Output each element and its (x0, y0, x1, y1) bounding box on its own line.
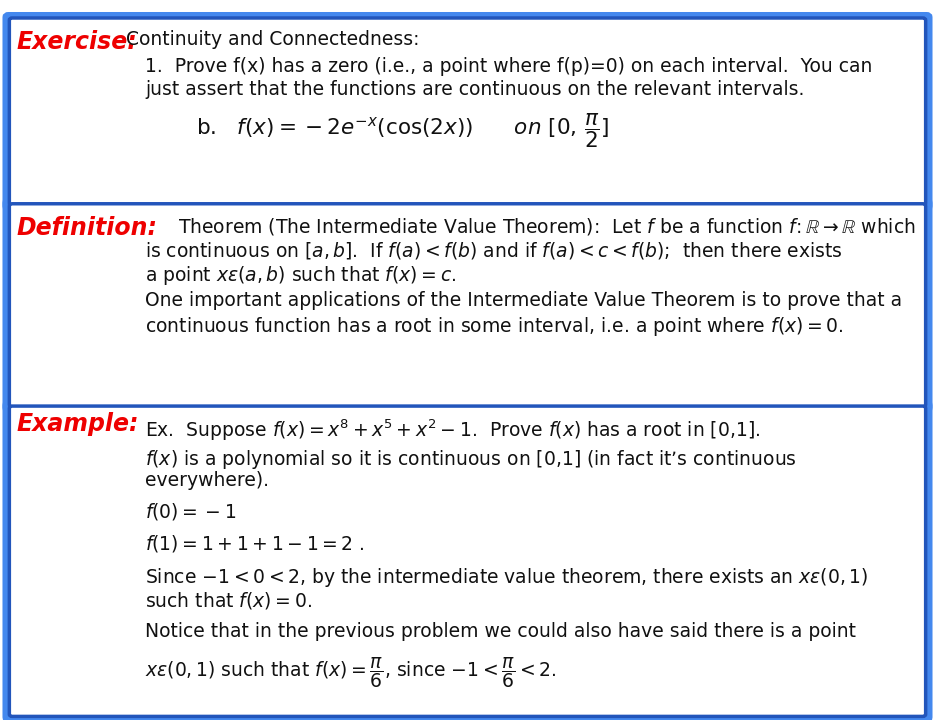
FancyBboxPatch shape (6, 201, 929, 410)
Text: Example:: Example: (17, 412, 139, 436)
Text: $f(1) = 1 + 1 + 1 - 1 = 2$ .: $f(1) = 1 + 1 + 1 - 1 = 2$ . (145, 533, 365, 554)
Text: just assert that the functions are continuous on the relevant intervals.: just assert that the functions are conti… (145, 80, 804, 99)
FancyBboxPatch shape (9, 18, 926, 205)
Text: $x\epsilon(0,1)$ such that $f(x) = \dfrac{\pi}{6}$, since $-1 < \dfrac{\pi}{6} <: $x\epsilon(0,1)$ such that $f(x) = \dfra… (145, 655, 556, 690)
Text: $f(0) = -1$: $f(0) = -1$ (145, 501, 237, 522)
Text: everywhere).: everywhere). (145, 471, 269, 490)
Text: Exercise:: Exercise: (17, 30, 137, 54)
Text: b.   $f(x) = -2e^{-x}(\cos(2x))$      $on\ [0,\,\dfrac{\pi}{2}]$: b. $f(x) = -2e^{-x}(\cos(2x))$ $on\ [0,\… (196, 112, 610, 150)
Text: a point $x\epsilon(a, b)$ such that $f(x) = c$.: a point $x\epsilon(a, b)$ such that $f(x… (145, 264, 456, 287)
Text: is continuous on $[a, b]$.  If $f(a) < f(b)$ and if $f(a) < c < f(b)$;  then the: is continuous on $[a, b]$. If $f(a) < f(… (145, 240, 842, 261)
Text: 1.  Prove f(x) has a zero (i.e., a point where f(p)=0) on each interval.  You ca: 1. Prove f(x) has a zero (i.e., a point … (145, 57, 872, 76)
Text: such that $f(x) = 0$.: such that $f(x) = 0$. (145, 590, 312, 611)
Text: Since $-1 < 0 < 2$, by the intermediate value theorem, there exists an $x\epsilo: Since $-1 < 0 < 2$, by the intermediate … (145, 566, 869, 589)
Text: continuous function has a root in some interval, i.e. a point where $f(x) = 0$.: continuous function has a root in some i… (145, 315, 843, 338)
Text: Theorem (The Intermediate Value Theorem):  Let $f$ be a function $f\!: \mathbb{R: Theorem (The Intermediate Value Theorem)… (178, 216, 915, 237)
Text: Definition:: Definition: (17, 216, 158, 240)
Text: $f(x)$ is a polynomial so it is continuous on [0,1] (in fact it’s continuous: $f(x)$ is a polynomial so it is continuo… (145, 448, 797, 471)
Text: One important applications of the Intermediate Value Theorem is to prove that a: One important applications of the Interm… (145, 291, 902, 310)
Text: Ex.  Suppose $f(x) = x^{8} + x^{5} + x^{2} - 1$.  Prove $f(x)$ has a root in [0,: Ex. Suppose $f(x) = x^{8} + x^{5} + x^{2… (145, 418, 760, 443)
Text: Continuity and Connectedness:: Continuity and Connectedness: (126, 30, 420, 49)
FancyBboxPatch shape (9, 204, 926, 407)
Text: Notice that in the previous problem we could also have said there is a point: Notice that in the previous problem we c… (145, 622, 856, 641)
FancyBboxPatch shape (6, 15, 929, 208)
FancyBboxPatch shape (6, 403, 929, 719)
FancyBboxPatch shape (9, 406, 926, 716)
